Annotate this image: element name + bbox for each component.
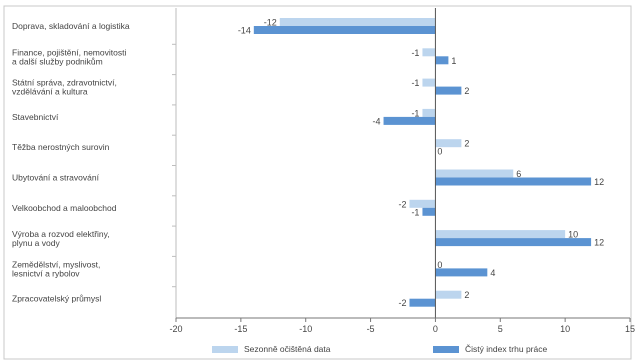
bar-net-index bbox=[253, 26, 436, 34]
category-label-line: Státní správa, zdravotnictví, bbox=[12, 78, 117, 88]
data-label: -1 bbox=[411, 48, 419, 58]
data-label: -14 bbox=[238, 26, 251, 36]
bar-seasonally-adjusted bbox=[435, 139, 462, 148]
category-label-line: Finance, pojištění, nemovitosti bbox=[12, 47, 126, 57]
category-label-line: Zpracovatelský průmysl bbox=[12, 294, 101, 304]
bar-net-index bbox=[435, 86, 462, 95]
bar-net-index bbox=[422, 207, 436, 216]
axes: -20 -15 -10 -5 0 5 10 15 bbox=[169, 8, 635, 334]
category-label-line: lesnictví a rybolov bbox=[12, 268, 80, 278]
data-label: 12 bbox=[594, 177, 604, 187]
x-tick-label: -20 bbox=[169, 324, 182, 334]
data-label: 2 bbox=[464, 139, 469, 149]
x-tick-label: 10 bbox=[560, 324, 570, 334]
data-label: -1 bbox=[411, 108, 419, 118]
x-tick-label: 15 bbox=[625, 324, 635, 334]
bar-seasonally-adjusted bbox=[422, 108, 436, 117]
bar-net-index bbox=[435, 268, 488, 277]
data-label: 6 bbox=[516, 169, 521, 179]
bar-seasonally-adjusted bbox=[435, 169, 514, 178]
bar-net-index bbox=[383, 116, 436, 125]
category-label-line: Zemědělství, myslivost, bbox=[12, 259, 100, 269]
data-label: 2 bbox=[464, 290, 469, 300]
category-label: Státní správa, zdravotnictví, vzdělávání … bbox=[12, 78, 117, 97]
data-label: 1 bbox=[451, 56, 456, 66]
data-label: -2 bbox=[398, 298, 406, 308]
x-tick-label: -10 bbox=[299, 324, 312, 334]
category-label: Finance, pojištění, nemovitosti a další s… bbox=[12, 47, 126, 66]
category-label-line: Stavebnictví bbox=[12, 112, 59, 122]
legend-label: Sezonně očištěná data bbox=[244, 344, 331, 354]
category-label: Velkoobchod a maloobchod bbox=[12, 203, 117, 213]
category-label-line: Doprava, skladování a logistika bbox=[12, 21, 130, 31]
bar-net-index bbox=[409, 298, 436, 307]
category-label-line: Těžba nerostných surovin bbox=[12, 142, 110, 152]
data-label: -1 bbox=[411, 207, 419, 217]
data-label: 4 bbox=[490, 268, 495, 278]
bar-net-index bbox=[435, 177, 592, 186]
bar-net-index bbox=[435, 238, 592, 247]
x-tick-label: 0 bbox=[433, 324, 438, 334]
x-tick-label: -5 bbox=[367, 324, 375, 334]
legend-label: Čistý index trhu práce bbox=[465, 344, 547, 354]
data-label: 10 bbox=[568, 230, 578, 240]
legend: Sezonně očištěná data Čistý index trhu pr… bbox=[212, 344, 547, 354]
category-label: Těžba nerostných surovin bbox=[12, 142, 110, 152]
bar-seasonally-adjusted bbox=[279, 18, 436, 26]
bar-seasonally-adjusted bbox=[409, 199, 436, 208]
bar-seasonally-adjusted bbox=[435, 230, 566, 239]
category-label: Stavebnictví bbox=[12, 112, 59, 122]
chart-frame bbox=[3, 5, 632, 360]
category-label-line: Ubytování a stravování bbox=[12, 173, 100, 183]
category-label: Zpracovatelský průmysl bbox=[12, 294, 101, 304]
x-tick-label: -15 bbox=[234, 324, 247, 334]
data-label: 2 bbox=[464, 86, 469, 96]
data-label: 12 bbox=[594, 238, 604, 248]
category-label: Výroba a rozvod elektřiny, plynu a vody bbox=[12, 229, 110, 248]
x-tick-label: 5 bbox=[498, 324, 503, 334]
category-label-line: Velkoobchod a maloobchod bbox=[12, 203, 117, 213]
data-label: -4 bbox=[373, 116, 381, 126]
bar-seasonally-adjusted bbox=[422, 78, 436, 87]
bars bbox=[253, 18, 592, 307]
category-label: Ubytování a stravování bbox=[12, 173, 100, 183]
bar-net-index bbox=[435, 56, 449, 65]
bar-seasonally-adjusted bbox=[435, 290, 462, 299]
data-label: -2 bbox=[398, 199, 406, 209]
data-label: 0 bbox=[437, 260, 442, 270]
bar-seasonally-adjusted bbox=[422, 48, 436, 57]
legend-swatch bbox=[212, 346, 238, 353]
category-label: Doprava, skladování a logistika bbox=[12, 21, 130, 31]
category-label-line: a další služby podnikům bbox=[12, 56, 103, 66]
data-label: -1 bbox=[411, 78, 419, 88]
data-label: -12 bbox=[264, 18, 277, 28]
category-label-line: Výroba a rozvod elektřiny, bbox=[12, 229, 110, 239]
category-label-line: vzdělávání a kultura bbox=[12, 87, 88, 97]
legend-swatch bbox=[433, 346, 459, 353]
category-label: Zemědělství, myslivost, lesnictví a rybol… bbox=[12, 259, 100, 278]
data-label: 0 bbox=[437, 147, 442, 157]
category-labels: Doprava, skladování a logistika Finance, … bbox=[12, 21, 130, 304]
category-label-line: plynu a vody bbox=[12, 238, 60, 248]
